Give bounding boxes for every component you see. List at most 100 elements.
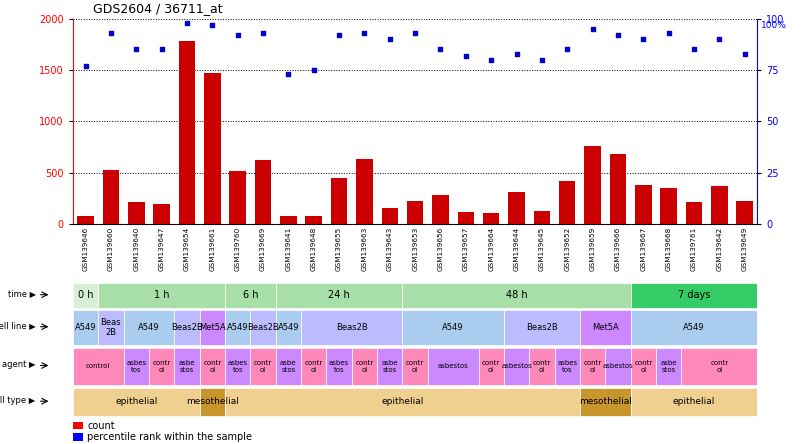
Bar [509,192,525,224]
Bar [504,310,580,345]
Bar [301,310,403,345]
Text: contr
ol: contr ol [203,360,221,373]
Text: contr
ol: contr ol [152,360,171,373]
Bar [631,310,757,345]
Bar [686,202,702,224]
Bar [656,348,681,385]
Text: GSM139657: GSM139657 [463,227,469,271]
Text: 7 days: 7 days [678,290,710,300]
Bar [153,204,170,224]
Bar [584,146,601,224]
Text: asbes
tos: asbes tos [329,360,349,373]
Point [561,46,573,53]
Point [484,56,497,63]
Bar [73,283,98,308]
Text: 48 h: 48 h [505,290,527,300]
Point [408,29,421,36]
Bar [124,310,174,345]
Text: 1 h: 1 h [154,290,169,300]
Text: GSM139661: GSM139661 [209,227,215,271]
Bar [149,348,174,385]
Bar [124,348,149,385]
Point [333,32,346,39]
Text: GSM139653: GSM139653 [412,227,418,271]
Point [358,29,371,36]
Text: asbestos: asbestos [501,363,532,369]
Text: contr
ol: contr ol [305,360,323,373]
Bar [428,348,479,385]
Bar [635,185,651,224]
Text: A549: A549 [75,323,96,332]
Text: GSM139652: GSM139652 [565,227,570,271]
Bar [250,348,275,385]
Point [79,62,92,69]
Text: A549: A549 [139,323,160,332]
Bar [250,310,275,345]
Bar [631,348,656,385]
Text: GSM139667: GSM139667 [640,227,646,271]
Bar [275,348,301,385]
Bar [225,283,275,308]
Text: count: count [87,421,115,431]
Bar [73,348,124,385]
Text: epithelial: epithelial [673,397,715,406]
Point [282,71,295,78]
Bar [73,310,98,345]
Bar [458,212,474,224]
Bar [681,348,757,385]
Bar [204,73,220,224]
Bar [377,348,403,385]
Bar [479,348,504,385]
Bar [403,283,631,308]
Text: contr
ol: contr ol [710,360,728,373]
Bar [305,216,322,224]
Bar [330,178,347,224]
Text: contr
ol: contr ol [482,360,501,373]
Bar [199,388,225,416]
Text: GSM139666: GSM139666 [615,227,621,271]
Text: mesothelial: mesothelial [579,397,632,406]
Text: Beas2B: Beas2B [247,323,279,332]
Text: contr
ol: contr ol [583,360,602,373]
Text: GSM139642: GSM139642 [716,227,723,271]
Point [637,36,650,43]
Bar [174,348,199,385]
Bar [98,283,225,308]
Text: GSM139649: GSM139649 [742,227,748,271]
Point [231,32,244,39]
Bar [356,159,373,224]
Text: contr
ol: contr ol [406,360,424,373]
Point [257,29,270,36]
Bar [736,201,753,224]
Bar [199,348,225,385]
Bar [631,283,757,308]
Text: 24 h: 24 h [328,290,350,300]
Bar [73,388,199,416]
Bar [610,155,626,224]
Text: A549: A549 [683,323,705,332]
Bar [128,202,144,224]
Text: cell line ▶: cell line ▶ [0,321,36,330]
Text: mesothelial: mesothelial [185,397,239,406]
Bar [555,348,580,385]
Bar [534,211,550,224]
Text: 100%: 100% [761,21,787,30]
Text: GSM139663: GSM139663 [361,227,368,271]
Text: asbe
stos: asbe stos [280,360,296,373]
Text: 6 h: 6 h [243,290,258,300]
Point [738,50,751,57]
Point [662,29,675,36]
Text: GSM139643: GSM139643 [387,227,393,271]
Text: contr
ol: contr ol [634,360,652,373]
Bar [255,160,271,224]
Text: GSM139760: GSM139760 [235,227,241,271]
Text: GSM139645: GSM139645 [539,227,545,271]
Bar [225,348,250,385]
Bar [301,348,326,385]
Text: GSM139654: GSM139654 [184,227,190,271]
Text: Beas2B: Beas2B [336,323,368,332]
Text: GSM139664: GSM139664 [488,227,494,271]
Bar [504,348,529,385]
Text: agent ▶: agent ▶ [2,360,36,369]
Bar [580,348,605,385]
